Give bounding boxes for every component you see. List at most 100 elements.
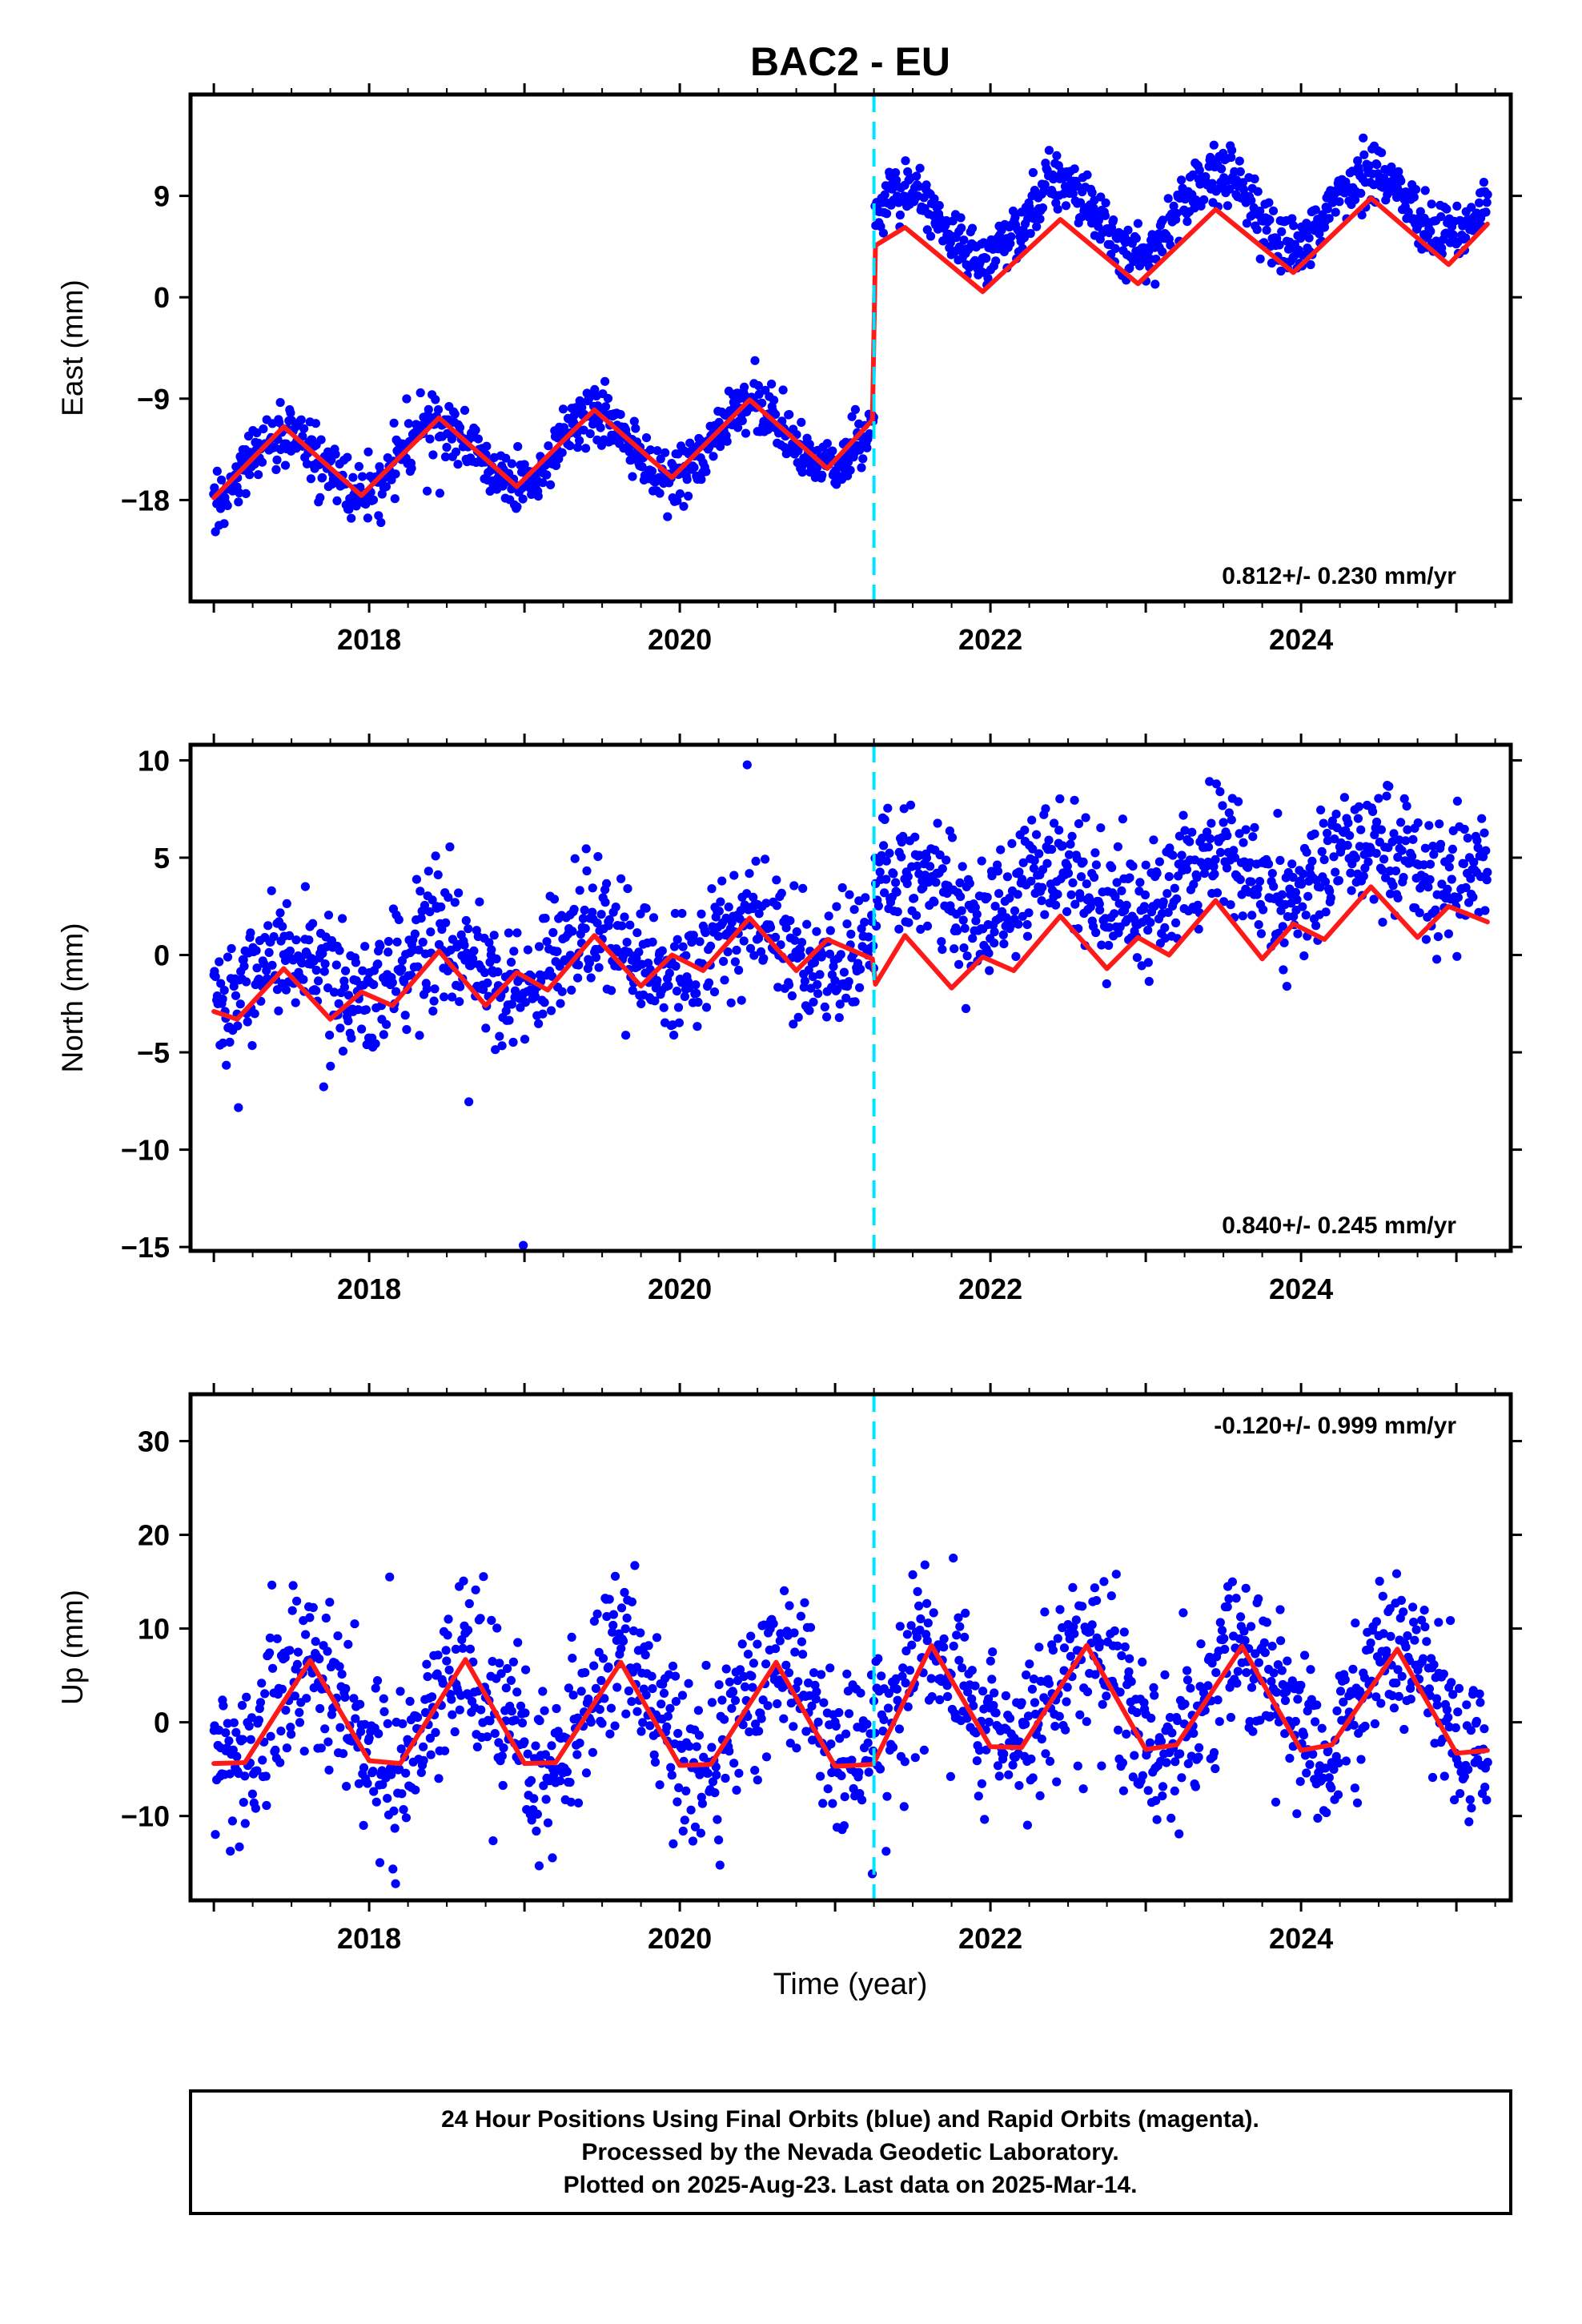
data-point: [570, 854, 580, 863]
data-point: [1098, 1699, 1107, 1709]
data-point: [320, 959, 330, 969]
data-point: [433, 1651, 443, 1660]
data-point: [957, 906, 966, 915]
data-point: [447, 1695, 456, 1704]
data-point: [1078, 1784, 1088, 1794]
data-point: [415, 1031, 424, 1040]
data-point: [282, 1743, 291, 1753]
data-point: [396, 1687, 405, 1696]
data-point: [372, 1676, 383, 1686]
data-point: [476, 1614, 485, 1623]
data-point: [957, 223, 966, 233]
data-point: [832, 902, 841, 911]
data-point: [987, 1675, 997, 1684]
data-point: [558, 404, 568, 414]
data-point: [982, 254, 991, 263]
data-point: [1480, 1724, 1489, 1734]
data-point: [568, 927, 577, 936]
data-point: [316, 1743, 326, 1753]
data-point: [575, 886, 584, 895]
data-point: [1062, 861, 1072, 871]
data-point: [1349, 1720, 1359, 1730]
data-point: [447, 434, 457, 444]
data-point: [938, 945, 947, 955]
data-point: [485, 1716, 495, 1726]
data-point: [1233, 1667, 1243, 1676]
data-point: [363, 1779, 372, 1788]
data-point: [701, 1003, 712, 1012]
data-point: [387, 978, 397, 987]
data-point: [855, 983, 865, 992]
data-point: [368, 1767, 378, 1776]
data-point: [512, 928, 522, 938]
x-tick-label: 2022: [958, 1273, 1022, 1305]
data-point: [962, 1714, 972, 1723]
data-point: [1242, 219, 1251, 228]
data-point: [416, 1767, 426, 1777]
data-point: [666, 1763, 676, 1772]
data-point: [454, 888, 464, 898]
data-point: [556, 1776, 565, 1786]
data-point: [719, 956, 729, 967]
data-point: [237, 1700, 247, 1711]
data-point: [697, 475, 706, 485]
data-point: [817, 1670, 826, 1679]
data-point: [608, 1610, 619, 1619]
data-point: [218, 994, 227, 1004]
data-point: [507, 459, 516, 468]
data-point: [520, 998, 531, 1007]
data-point: [210, 483, 219, 493]
data-point: [861, 893, 870, 903]
data-point: [1425, 859, 1435, 869]
data-point: [922, 1598, 932, 1608]
data-point: [1247, 195, 1256, 205]
data-point: [1482, 198, 1492, 207]
data-point: [1174, 1829, 1184, 1839]
data-point: [881, 1847, 891, 1856]
data-point: [815, 970, 825, 979]
data-point: [789, 1628, 799, 1638]
data-point: [1151, 1795, 1161, 1805]
data-point: [512, 502, 522, 512]
data-point: [985, 966, 994, 975]
data-point: [1472, 835, 1482, 846]
data-point: [1331, 810, 1341, 819]
data-point: [1149, 1683, 1158, 1692]
data-point: [1059, 1643, 1070, 1653]
data-point: [518, 494, 528, 504]
data-point: [373, 959, 383, 969]
data-point: [708, 1777, 718, 1787]
data-point: [261, 1771, 271, 1781]
data-point: [1086, 1626, 1095, 1637]
data-point: [520, 1737, 529, 1747]
data-point: [1231, 1594, 1241, 1603]
data-point: [1038, 203, 1048, 213]
data-point: [304, 935, 314, 945]
data-point: [398, 1719, 408, 1729]
data-point: [1004, 1770, 1014, 1779]
data-point: [389, 418, 399, 428]
data-point: [501, 1683, 511, 1693]
data-point: [1086, 902, 1095, 911]
data-point: [529, 1794, 539, 1803]
data-point: [1347, 886, 1356, 895]
data-point: [428, 450, 438, 460]
data-point: [1247, 877, 1256, 887]
data-point: [1391, 1679, 1401, 1688]
data-point: [275, 1758, 285, 1767]
data-point: [927, 1692, 937, 1702]
data-point: [416, 914, 426, 923]
data-point: [790, 935, 800, 945]
data-point: [977, 1779, 986, 1788]
x-tick-label: 2024: [1269, 623, 1333, 656]
data-point: [1014, 919, 1023, 929]
model-curve: [211, 195, 1490, 501]
data-point: [820, 1002, 829, 1011]
data-point: [741, 1682, 750, 1691]
data-point: [335, 1723, 345, 1732]
data-point: [1443, 1712, 1453, 1723]
data-point: [652, 975, 662, 986]
data-point: [300, 882, 310, 891]
data-point: [316, 435, 326, 444]
data-point: [1227, 1577, 1237, 1586]
